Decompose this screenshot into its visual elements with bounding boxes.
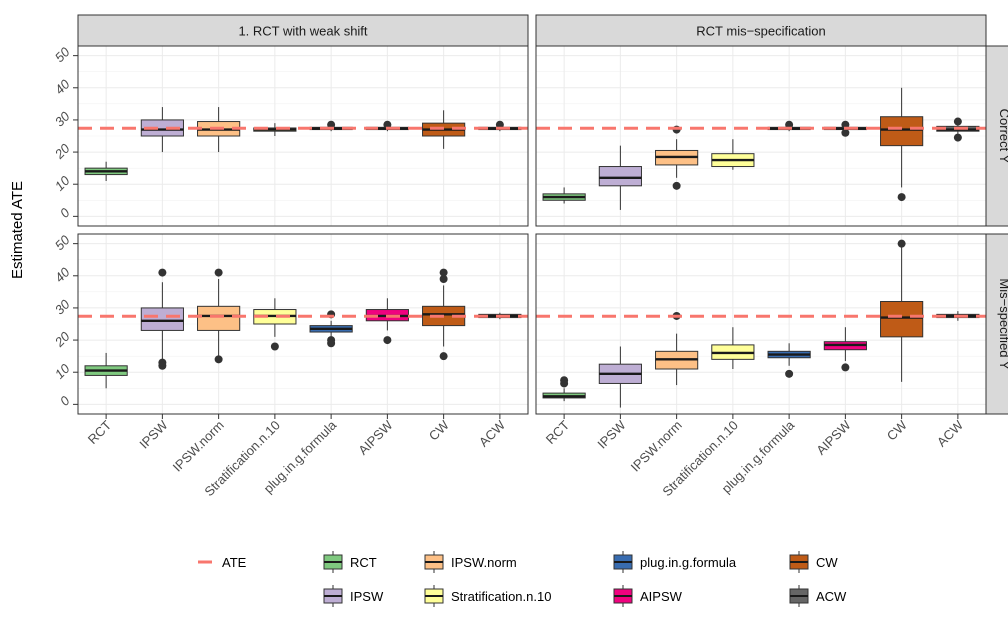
outlier-point <box>897 239 906 248</box>
y-tick-label: 20 <box>51 140 73 162</box>
y-tick-label: 0 <box>57 393 73 409</box>
column-strip-label: 1. RCT with weak shift <box>238 24 367 39</box>
column-strip-label: RCT mis−specification <box>696 24 825 39</box>
legend-item-CW: CW <box>789 551 838 573</box>
legend-label: ACW <box>816 589 847 604</box>
x-tick-label: CW <box>426 417 452 443</box>
outlier-point <box>383 120 392 129</box>
y-axis-title: Estimated ATE <box>9 181 26 279</box>
outlier-point <box>439 352 448 361</box>
outlier-point <box>897 193 906 202</box>
outlier-point <box>383 336 392 345</box>
legend-label: ATE <box>222 555 247 570</box>
y-tick-label: 0 <box>57 205 73 221</box>
outlier-point <box>785 120 794 129</box>
y-tick-label: 40 <box>52 76 73 97</box>
box-CW <box>880 301 924 338</box>
legend-label: IPSW <box>350 589 384 604</box>
legend-item-IPSW.norm: IPSW.norm <box>424 551 517 573</box>
legend-item-plug.in.g.formula: plug.in.g.formula <box>613 551 737 573</box>
x-tick-label: AIPSW <box>355 417 396 458</box>
outlier-point <box>953 133 962 142</box>
outlier-point <box>439 275 448 283</box>
legend-item-ATE: ATE <box>198 555 247 570</box>
legend-label: AIPSW <box>640 589 683 604</box>
legend-item-AIPSW: AIPSW <box>613 585 683 607</box>
outlier-point <box>158 268 167 277</box>
panel-border <box>535 45 987 227</box>
x-tick-label: IPSW.norm <box>170 418 227 475</box>
y-tick-label: 50 <box>52 44 73 65</box>
box-IPSW <box>140 307 184 331</box>
outlier-point <box>158 361 167 370</box>
outlier-point <box>953 117 962 126</box>
y-tick-label: 40 <box>52 264 73 285</box>
y-tick-label: 10 <box>52 172 73 193</box>
row-strip-label: Correct Y <box>997 109 1008 164</box>
outlier-point <box>841 363 850 372</box>
box-CW <box>880 116 924 147</box>
outlier-point <box>270 342 279 351</box>
column-strip <box>535 14 987 47</box>
outlier-point <box>214 355 223 364</box>
legend-item-ACW: ACW <box>789 585 847 607</box>
legend-item-RCT: RCT <box>323 551 377 573</box>
panel-border <box>77 233 529 415</box>
outlier-point <box>785 369 794 378</box>
x-tick-label: IPSW.norm <box>628 418 685 475</box>
outlier-point <box>841 120 850 129</box>
x-tick-label: CW <box>884 417 910 443</box>
legend-label: IPSW.norm <box>451 555 517 570</box>
y-tick-label: 20 <box>51 328 73 350</box>
outlier-point <box>560 379 569 388</box>
y-tick-label: 50 <box>52 232 73 253</box>
row-strip-label: Mis−specified Y <box>997 278 1008 369</box>
x-tick-label: IPSW <box>136 417 171 452</box>
legend-label: Stratification.n.10 <box>451 589 551 604</box>
panel-border <box>77 45 529 227</box>
outlier-point <box>327 120 336 129</box>
panel-border <box>535 233 987 415</box>
outlier-point <box>439 268 448 277</box>
outlier-point <box>214 268 223 277</box>
outlier-point <box>495 120 504 129</box>
y-tick-label: 30 <box>52 108 73 129</box>
y-tick-label: 10 <box>52 360 73 381</box>
box-IPSW.norm <box>197 305 241 331</box>
legend-item-IPSW: IPSW <box>323 585 384 607</box>
column-strip <box>77 14 529 47</box>
x-tick-label: IPSW <box>594 417 629 452</box>
x-tick-label: ACW <box>934 417 967 450</box>
y-tick-label: 30 <box>52 296 73 317</box>
x-tick-label: RCT <box>543 417 573 447</box>
x-tick-label: AIPSW <box>813 417 854 458</box>
legend-item-Stratification.n.10: Stratification.n.10 <box>424 585 551 607</box>
legend-label: plug.in.g.formula <box>640 555 737 570</box>
outlier-point <box>841 128 850 137</box>
x-tick-label: ACW <box>476 417 509 450</box>
outlier-point <box>672 181 681 190</box>
legend-label: CW <box>816 555 838 570</box>
legend-label: RCT <box>350 555 377 570</box>
box-IPSW <box>140 119 184 137</box>
outlier-point <box>327 339 336 348</box>
box-IPSW <box>598 166 642 187</box>
x-tick-label: RCT <box>85 417 115 447</box>
